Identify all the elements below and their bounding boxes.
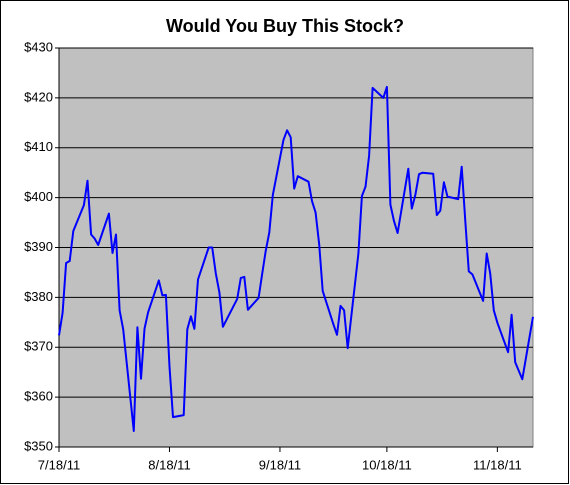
x-tick-label: 8/18/11 — [148, 457, 190, 472]
price-line — [58, 85, 534, 432]
y-tick-label: $360 — [24, 389, 53, 404]
y-tick-label: $370 — [24, 339, 53, 354]
x-tick-label: 11/18/11 — [473, 457, 522, 472]
y-tick-label: $400 — [24, 189, 53, 204]
y-tick-label: $410 — [24, 139, 53, 154]
chart-title: Would You Buy This Stock? — [166, 16, 404, 36]
x-tick-label: 7/18/11 — [38, 457, 80, 472]
y-tick-label: $390 — [24, 239, 53, 254]
x-tick-label: 9/18/11 — [259, 457, 301, 472]
x-tick-label: 10/18/11 — [362, 457, 412, 472]
y-tick-label: $350 — [24, 438, 53, 453]
y-tick-label: $430 — [24, 39, 53, 54]
y-tick-label: $420 — [24, 89, 53, 104]
y-tick-label: $380 — [24, 289, 53, 304]
